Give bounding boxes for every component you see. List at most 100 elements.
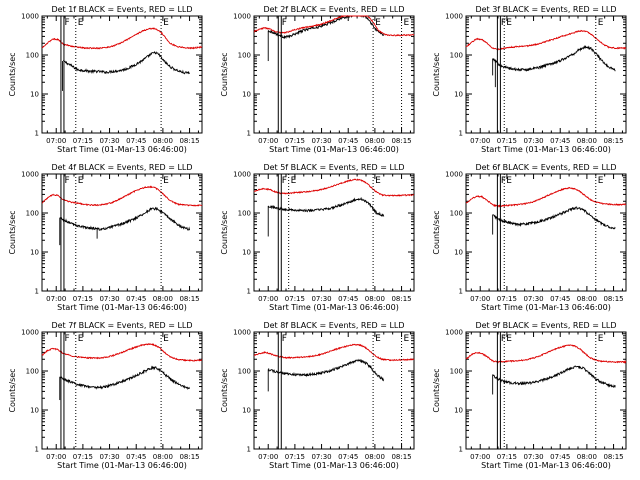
y-tick-label: 1000 — [445, 171, 463, 179]
x-tick-label: 07:00 — [46, 453, 66, 461]
y-tick-label: 1 — [459, 446, 463, 454]
marker-flag-label: E — [163, 18, 169, 28]
x-tick-label: 07:15 — [497, 295, 517, 303]
x-tick-label: 07:45 — [126, 137, 146, 145]
y-tick-label: 100 — [450, 210, 463, 218]
x-tick-label: 07:15 — [497, 453, 517, 461]
y-tick-label: 10 — [242, 249, 251, 257]
lld-series-line — [42, 185, 203, 207]
plot-frame — [41, 173, 203, 292]
y-tick-label: 100 — [26, 210, 39, 218]
x-tick-label: 08:15 — [603, 453, 623, 461]
y-axis-label: Counts/sec — [432, 52, 441, 96]
y-axis-label: Counts/sec — [432, 210, 441, 254]
events-series-line — [492, 45, 616, 72]
marker-flag-label: F — [501, 176, 506, 186]
x-tick-label: 08:00 — [577, 295, 597, 303]
panel-det-4f: Det 4f BLACK = Events, RED = LLD 1 10 100 10… — [8, 163, 203, 312]
y-tick-label: 1000 — [233, 171, 251, 179]
panel-title: Det 9f BLACK = Events, RED = LLD — [475, 321, 616, 330]
x-tick-label: 08:15 — [391, 137, 411, 145]
x-axis-label: Start Time (01-Mar-13 06:46:00) — [269, 303, 399, 312]
x-tick-label: 07:00 — [258, 453, 278, 461]
x-tick-label: 07:00 — [46, 137, 66, 145]
x-tick-label: 07:30 — [523, 453, 543, 461]
x-axis-label: Start Time (01-Mar-13 06:46:00) — [481, 303, 611, 312]
y-tick-label: 1000 — [445, 13, 463, 21]
y-tick-label: 1 — [35, 130, 39, 138]
x-tick-label: 07:00 — [470, 137, 490, 145]
panel-det-2f: Det 2f BLACK = Events, RED = LLD 1 10 100 10… — [220, 5, 415, 154]
events-series-line — [492, 206, 616, 230]
x-tick-label: 07:30 — [311, 295, 331, 303]
marker-flag-label: E — [163, 334, 169, 344]
marker-flag-label: E — [375, 334, 381, 344]
plot-frame — [41, 15, 203, 134]
marker-flag-label: E — [404, 18, 410, 28]
events-series-line — [268, 358, 385, 382]
panel-title: Det 2f BLACK = Events, RED = LLD — [263, 5, 404, 14]
y-tick-label: 1000 — [233, 13, 251, 21]
panel-det-1f: Det 1f BLACK = Events, RED = LLD 1 10 100 10… — [8, 5, 203, 154]
marker-flag-label: E — [375, 176, 381, 186]
marker-flag-label: F — [501, 18, 506, 28]
marker-flag-label: E — [506, 176, 512, 186]
y-tick-label: 1 — [35, 446, 39, 454]
panel-title: Det 8f BLACK = Events, RED = LLD — [263, 321, 404, 330]
y-tick-label: 1 — [247, 288, 251, 296]
x-tick-label: 07:00 — [46, 295, 66, 303]
x-tick-label: 07:15 — [73, 137, 93, 145]
y-tick-label: 1000 — [445, 329, 463, 337]
x-tick-label: 07:30 — [523, 137, 543, 145]
y-axis-label: Counts/sec — [220, 52, 229, 96]
y-tick-label: 100 — [450, 368, 463, 376]
y-tick-label: 10 — [242, 407, 251, 415]
marker-flag-label: E — [78, 176, 84, 186]
events-series-line — [59, 365, 191, 390]
x-tick-label: 08:00 — [577, 453, 597, 461]
x-tick-label: 08:15 — [603, 137, 623, 145]
y-tick-label: 1 — [459, 130, 463, 138]
panel-det-7f: Det 7f BLACK = Events, RED = LLD 1 10 100 10… — [8, 321, 203, 470]
marker-flag-label: E — [291, 176, 297, 186]
x-tick-label: 08:15 — [391, 453, 411, 461]
marker-flag-label: F — [282, 176, 287, 186]
lld-series-line — [253, 178, 414, 197]
plot-frame — [253, 331, 415, 450]
y-tick-label: 100 — [238, 210, 251, 218]
marker-flag-label: E — [163, 176, 169, 186]
x-tick-label: 08:00 — [365, 453, 385, 461]
plot-frame — [253, 173, 415, 292]
marker-flag-label: E — [598, 18, 604, 28]
x-tick-label: 08:15 — [179, 137, 199, 145]
y-tick-label: 1000 — [21, 13, 39, 21]
x-tick-label: 08:00 — [153, 453, 173, 461]
y-tick-label: 10 — [30, 91, 39, 99]
plot-frame — [465, 173, 627, 292]
y-tick-label: 1 — [35, 288, 39, 296]
panel-det-9f: Det 9f BLACK = Events, RED = LLD 1 10 100 10… — [432, 321, 627, 470]
x-tick-label: 07:45 — [338, 295, 358, 303]
x-tick-label: 08:15 — [391, 295, 411, 303]
x-axis-label: Start Time (01-Mar-13 06:46:00) — [57, 303, 187, 312]
x-axis-label: Start Time (01-Mar-13 06:46:00) — [269, 145, 399, 154]
y-axis-label: Counts/sec — [432, 368, 441, 412]
panel-title: Det 6f BLACK = Events, RED = LLD — [475, 163, 616, 172]
marker-flag-label: E — [78, 18, 84, 28]
y-tick-label: 100 — [450, 52, 463, 60]
x-tick-label: 07:15 — [285, 295, 305, 303]
y-axis-label: Counts/sec — [8, 368, 17, 412]
panel-title: Det 1f BLACK = Events, RED = LLD — [51, 5, 192, 14]
x-tick-label: 08:15 — [603, 295, 623, 303]
lld-series-line — [41, 342, 203, 362]
x-tick-label: 07:00 — [258, 137, 278, 145]
x-tick-label: 07:15 — [73, 295, 93, 303]
y-tick-label: 1 — [247, 130, 251, 138]
x-tick-label: 07:00 — [470, 453, 490, 461]
lld-series-line — [253, 15, 415, 37]
x-tick-label: 07:30 — [311, 137, 331, 145]
x-tick-label: 07:00 — [258, 295, 278, 303]
x-tick-label: 08:00 — [153, 295, 173, 303]
x-tick-label: 07:15 — [285, 137, 305, 145]
x-tick-label: 07:00 — [470, 295, 490, 303]
